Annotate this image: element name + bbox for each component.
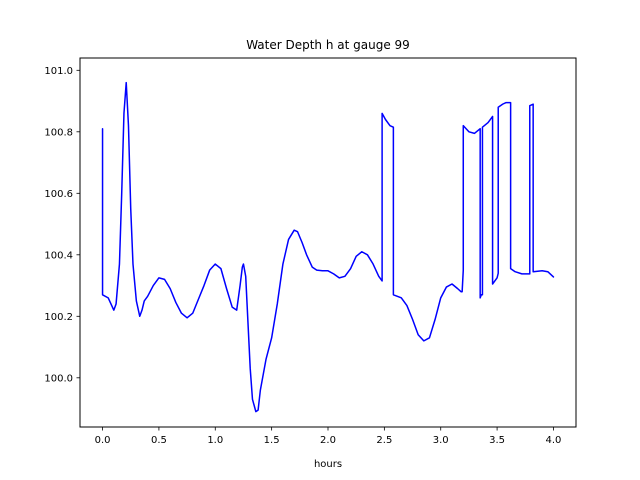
x-tick-label: 3.5	[489, 435, 505, 446]
y-axis: 100.0 100.2 100.4 100.6 100.8 101.0	[44, 66, 80, 384]
series-line	[101, 81, 555, 413]
x-tick-label: 2.0	[320, 435, 336, 446]
y-tick-label: 100.2	[44, 312, 73, 323]
y-tick-label: 101.0	[44, 66, 73, 77]
y-tick-label: 100.4	[44, 250, 73, 261]
y-tick-label: 100.6	[44, 189, 73, 200]
y-tick-label: 100.0	[44, 373, 73, 384]
y-tick-label: 100.8	[44, 127, 73, 138]
x-tick-label: 1.5	[264, 435, 280, 446]
x-tick-label: 1.0	[207, 435, 223, 446]
x-tick-label: 2.5	[376, 435, 392, 446]
x-tick-label: 3.0	[433, 435, 449, 446]
x-axis: 0.0 0.5 1.0 1.5 2.0 2.5 3.0 3.5 4.0	[95, 427, 562, 446]
x-tick-label: 0.5	[151, 435, 167, 446]
x-axis-label: hours	[314, 459, 342, 470]
x-tick-label: 0.0	[95, 435, 111, 446]
chart-title: Water Depth h at gauge 99	[246, 38, 410, 52]
x-tick-label: 4.0	[546, 435, 562, 446]
